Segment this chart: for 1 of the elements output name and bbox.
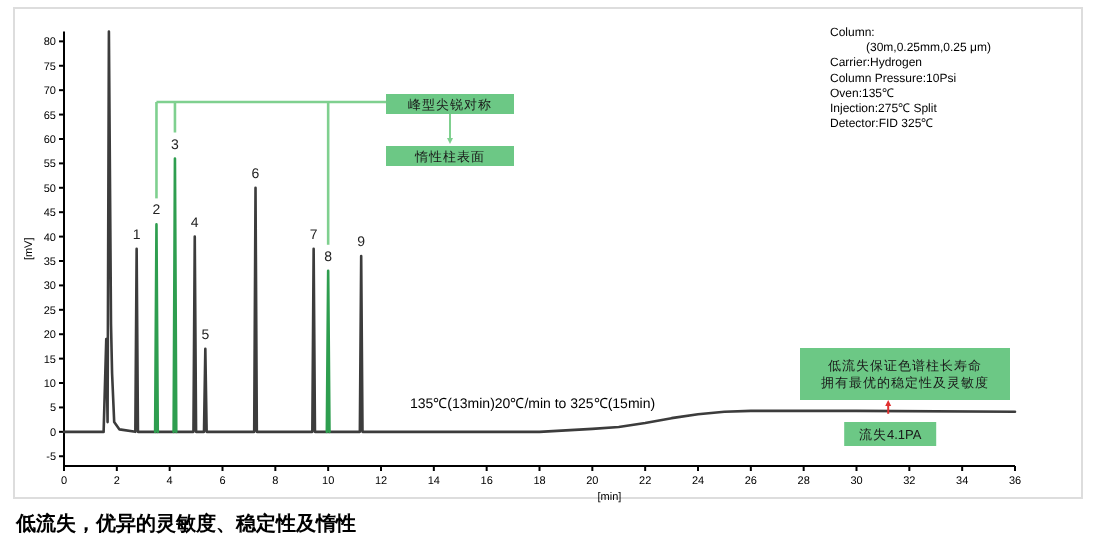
text: 低流失，优异的灵敏度、稳定性及惰性: [14, 512, 356, 536]
